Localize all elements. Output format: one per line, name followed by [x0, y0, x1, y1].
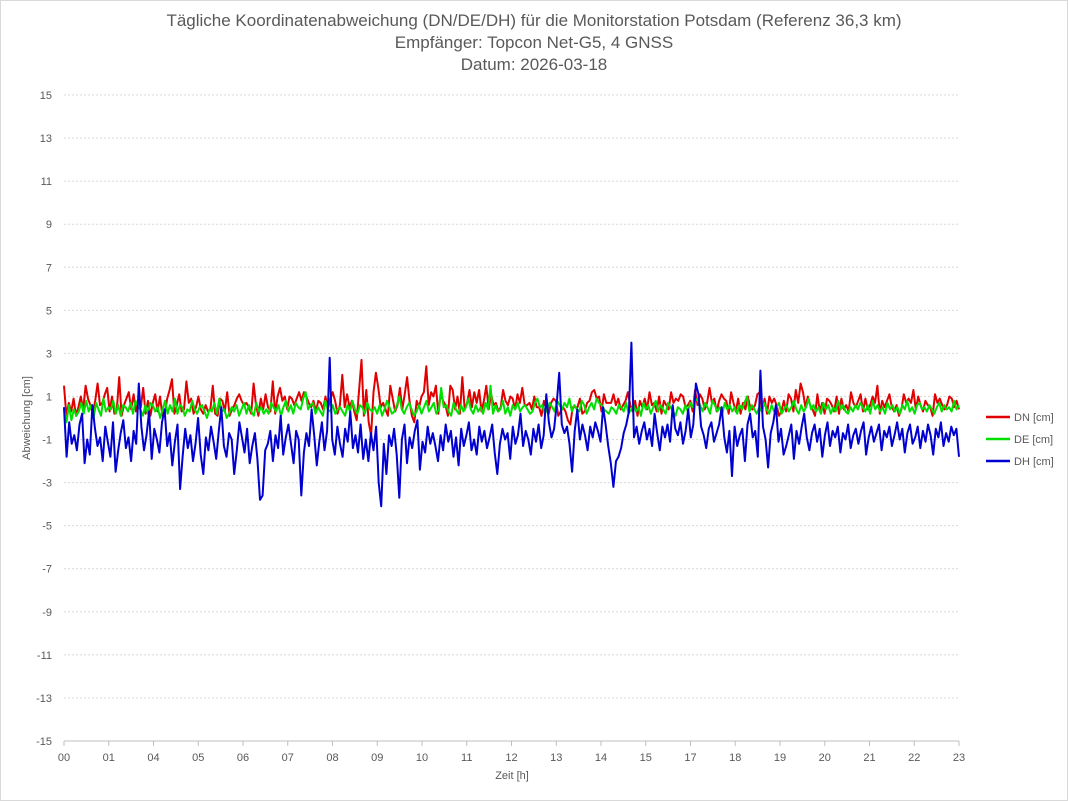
- series-lines: [63, 341, 960, 508]
- y-tick-label: 3: [46, 348, 52, 360]
- x-tick-label: 00: [58, 752, 70, 764]
- x-tick-label: 17: [684, 752, 696, 764]
- y-tick-label: -13: [36, 693, 52, 705]
- series-line-dh: [63, 341, 960, 508]
- y-tick-label: -11: [37, 650, 52, 662]
- legend-label: DE [cm]: [1014, 434, 1053, 446]
- chart-subtitle: Empfänger: Topcon Net-G5, 4 GNSS: [394, 33, 674, 52]
- x-tick-label: 11: [461, 752, 472, 764]
- x-tick-label: 12: [505, 752, 517, 764]
- y-tick-label: 15: [40, 90, 52, 102]
- series-line-de: [63, 384, 960, 424]
- y-tick-label: 1: [46, 391, 52, 403]
- x-tick-label: 06: [237, 752, 249, 764]
- x-tick-label: 20: [819, 752, 831, 764]
- y-tick-label: -15: [36, 736, 52, 748]
- legend: DN [cm] DE [cm] DH [cm]: [986, 412, 1054, 468]
- x-tick-label: 19: [774, 752, 786, 764]
- x-tick-label: 05: [192, 752, 204, 764]
- x-tick-label: 21: [863, 752, 875, 764]
- x-tick-label: 04: [147, 752, 159, 764]
- y-tick-label: -7: [42, 564, 52, 576]
- y-tick-label: -1: [42, 435, 52, 447]
- x-tick-label: 23: [953, 752, 965, 764]
- legend-label: DN [cm]: [1014, 412, 1054, 424]
- x-tick-label: 01: [103, 752, 115, 764]
- y-tick-label: 9: [46, 219, 52, 231]
- y-axis-ticks: 15 13 11 9 7 5 3 1 -1 -3 -5 -7 -9 -11 -13 -15: [36, 90, 52, 748]
- chart-date: Datum: 2026-03-18: [460, 55, 608, 74]
- y-tick-label: 7: [46, 262, 52, 274]
- chart-titles: Tägliche Koordinatenabweichung (DN/DE/DH…: [0, 10, 1068, 76]
- x-tick-label: 15: [640, 752, 652, 764]
- y-tick-label: 11: [41, 176, 52, 188]
- x-tick-label: 08: [326, 752, 338, 764]
- y-tick-label: -9: [42, 607, 52, 619]
- y-tick-label: 13: [40, 133, 52, 145]
- x-axis-ticks: 00 01 04 05 06 07 08 09 10 11 12 13 14 15 17 18 19 20 21 22…: [58, 741, 965, 764]
- x-tick-label: 22: [908, 752, 920, 764]
- legend-label: DH [cm]: [1014, 456, 1054, 468]
- y-tick-label: -3: [42, 478, 52, 490]
- x-tick-label: 09: [371, 752, 383, 764]
- chart-title: Tägliche Koordinatenabweichung (DN/DE/DH…: [166, 11, 902, 30]
- y-tick-label: -5: [42, 521, 52, 533]
- x-tick-label: 14: [595, 752, 607, 764]
- x-axis-title: Zeit [h]: [495, 770, 529, 782]
- x-tick-label: 18: [729, 752, 741, 764]
- y-tick-label: 5: [46, 305, 52, 317]
- x-tick-label: 13: [550, 752, 562, 764]
- x-tick-label: 07: [282, 752, 294, 764]
- y-axis-title: Abweichung [cm]: [21, 376, 33, 460]
- x-tick-label: 10: [416, 752, 428, 764]
